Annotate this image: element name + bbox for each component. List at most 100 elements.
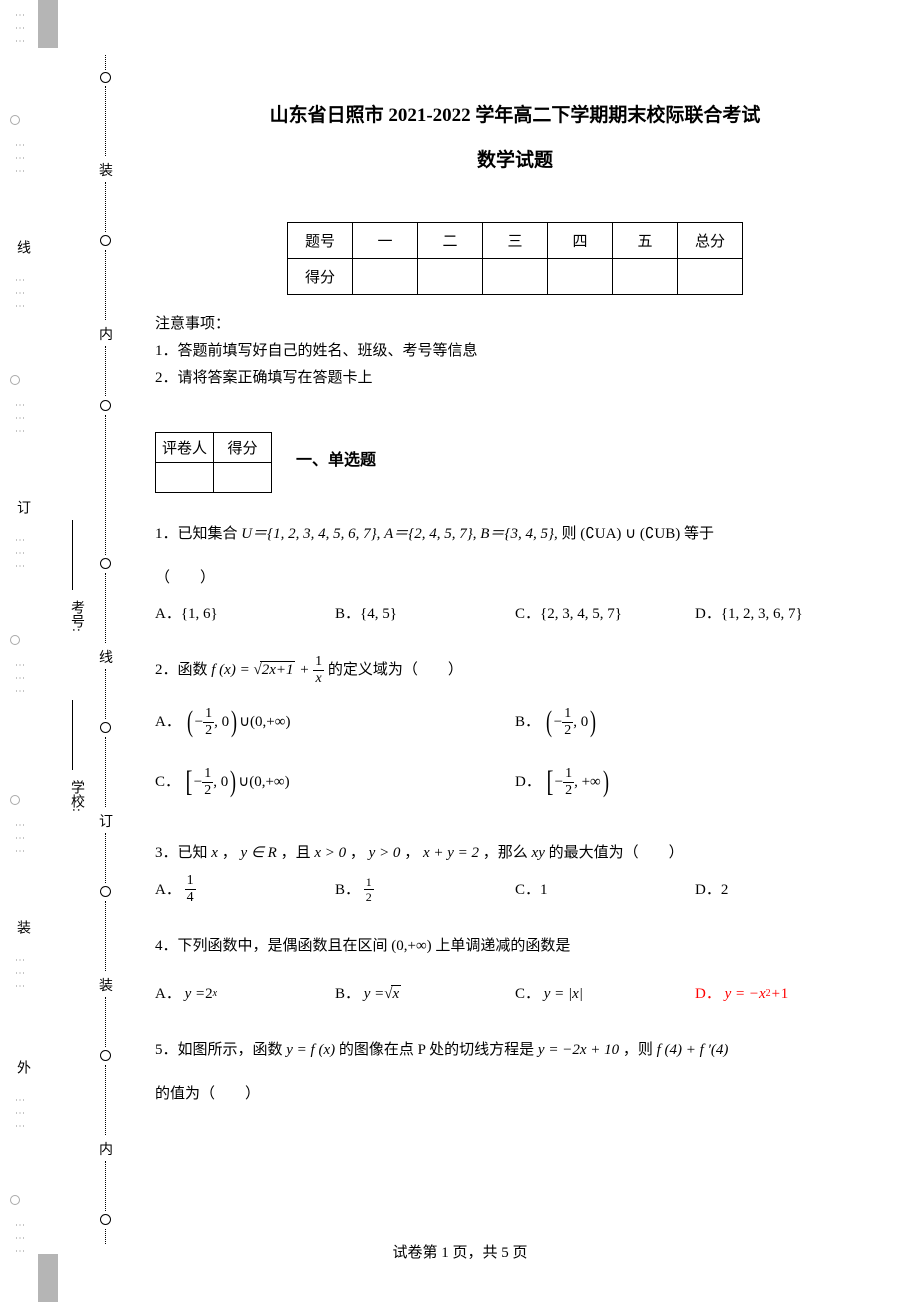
score-table: 题号 一 二 三 四 五 总分 得分	[287, 222, 743, 295]
dc	[100, 558, 111, 569]
char-zhuang2: 装	[99, 975, 113, 995]
sqrt-icon: 2x+1	[253, 655, 295, 685]
t: 的图像在点 P 处的切线方程是	[339, 1042, 534, 1058]
info-line	[72, 520, 73, 590]
q3-opt-b: B． 12	[335, 874, 515, 905]
q3-opt-c: C．1	[515, 874, 695, 905]
circle	[10, 1195, 20, 1205]
label-zhuang: 装	[12, 920, 32, 934]
q2-opt-a: A． (−12, 0)∪(0,+∞)	[155, 692, 515, 752]
table-row: 题号 一 二 三 四 五 总分	[288, 223, 743, 259]
char-nei: 内	[99, 324, 113, 344]
q2-stem: 2．函数	[155, 662, 208, 678]
dl	[105, 901, 106, 971]
dc	[100, 400, 111, 411]
dl	[105, 86, 106, 156]
q1-stem-pre: 1．已知集合	[155, 526, 241, 542]
label-ding: 订	[12, 500, 32, 514]
grey-bar-top	[38, 0, 58, 48]
dots: ⋮⋮⋮	[14, 660, 25, 699]
outer-binding-column: ⋮⋮⋮ ⋮⋮⋮ 线 ⋮⋮⋮ ⋮⋮⋮ 订 ⋮⋮⋮ ⋮⋮⋮ ⋮⋮⋮ 装 ⋮⋮⋮ 外 …	[0, 0, 35, 1302]
row-label: 得分	[288, 259, 353, 295]
label: B．	[335, 979, 360, 1009]
cell	[548, 259, 613, 295]
q4-opt-c: C． y = |x|	[515, 979, 695, 1009]
label: B．	[335, 875, 360, 905]
question-5: 5．如图所示，函数 y = f (x) 的图像在点 P 处的切线方程是 y = …	[155, 1035, 875, 1109]
q4-opt-d: D． y = −x2 + 1	[695, 979, 875, 1009]
q1-paren: （ ）	[155, 563, 875, 593]
dots: ⋮⋮⋮	[14, 955, 25, 994]
dl	[105, 250, 106, 320]
table-row: 评卷人 得分	[156, 433, 272, 463]
union: ∪(0,+∞)	[239, 707, 290, 737]
page-footer: 试卷第 1 页，共 5 页	[0, 1241, 920, 1262]
dl	[105, 55, 106, 70]
dl	[105, 182, 106, 232]
notice-title: 注意事项：	[155, 311, 875, 338]
dl	[105, 346, 106, 396]
label: D．	[695, 979, 721, 1009]
circle	[10, 635, 20, 645]
dc	[100, 72, 111, 83]
content: 山东省日照市 2021-2022 学年高二下学期期末校际联合考试 数学试题 题号…	[155, 100, 875, 1109]
char-nei2: 内	[99, 1139, 113, 1159]
t: 的最大值为（ ）	[549, 845, 684, 861]
label: B．	[515, 707, 540, 737]
q2-opt-d: D． [−12, +∞)	[515, 752, 875, 812]
dots: ⋮⋮⋮	[14, 820, 25, 859]
circle	[10, 375, 20, 385]
grader-table: 评卷人 得分	[155, 432, 272, 493]
dots: ⋮⋮⋮	[14, 1095, 25, 1134]
dl	[105, 415, 106, 555]
th: 一	[353, 223, 418, 259]
label: A．	[155, 875, 181, 905]
dots: ⋮⋮⋮	[14, 535, 25, 574]
cell	[483, 259, 548, 295]
th: 题号	[288, 223, 353, 259]
q3-opt-a: A． 14	[155, 874, 335, 905]
q1-opt-a: A．{1, 6}	[155, 599, 335, 629]
dl	[105, 1065, 106, 1135]
char-zhuang: 装	[99, 160, 113, 180]
inner-binding-column: 装 内 线 订 装 内	[100, 0, 114, 1302]
q1-opt-b: B．{4, 5}	[335, 599, 515, 629]
page-title: 山东省日照市 2021-2022 学年高二下学期期末校际联合考试	[155, 100, 875, 127]
page-subtitle: 数学试题	[155, 145, 875, 172]
dl	[105, 737, 106, 807]
q2-opt-b: B． (−12, 0)	[515, 692, 875, 752]
dl	[105, 669, 106, 719]
q4-opt-a: A． y = 2x	[155, 979, 335, 1009]
q5-post: 的值为（ ）	[155, 1079, 875, 1109]
grader-col2: 得分	[214, 433, 272, 463]
circle	[10, 795, 20, 805]
t: ，且	[281, 845, 311, 861]
th: 五	[613, 223, 678, 259]
th: 总分	[678, 223, 743, 259]
cell	[214, 463, 272, 493]
info-column: 考号: 学校:	[66, 0, 96, 1302]
question-2: 2．函数 f (x) = 2x+1 + 1x 的定义域为（ ） A． (−12,…	[155, 655, 875, 812]
q4-opt-b: B． y = x	[335, 979, 515, 1009]
q3-opt-d: D．2	[695, 874, 875, 905]
label-xian: 线	[12, 240, 32, 254]
q2-opt-c: C． [−12, 0)∪(0,+∞)	[155, 752, 515, 812]
dl	[105, 997, 106, 1047]
label-wai: 外	[12, 1060, 32, 1074]
notice-item: 2．请将答案正确填写在答题卡上	[155, 365, 875, 392]
info-line	[72, 700, 73, 770]
label: C．	[515, 979, 540, 1009]
label: A．	[155, 707, 181, 737]
dl	[105, 833, 106, 883]
q4-stem: 4．下列函数中，是偶函数且在区间 (0,+∞) 上单调递减的函数是	[155, 938, 570, 954]
dl	[105, 573, 106, 643]
th: 二	[418, 223, 483, 259]
q1-u: U＝{1, 2, 3, 4, 5, 6, 7}	[241, 526, 376, 542]
q1-b: B＝{3, 4, 5}	[480, 526, 554, 542]
info-kaohao: 考号:	[66, 600, 86, 632]
dots: ⋮⋮⋮	[14, 10, 25, 49]
dots: ⋮⋮⋮	[14, 140, 25, 179]
dc	[100, 1050, 111, 1061]
t: ，则	[623, 1042, 653, 1058]
frac: 1x	[313, 655, 324, 686]
